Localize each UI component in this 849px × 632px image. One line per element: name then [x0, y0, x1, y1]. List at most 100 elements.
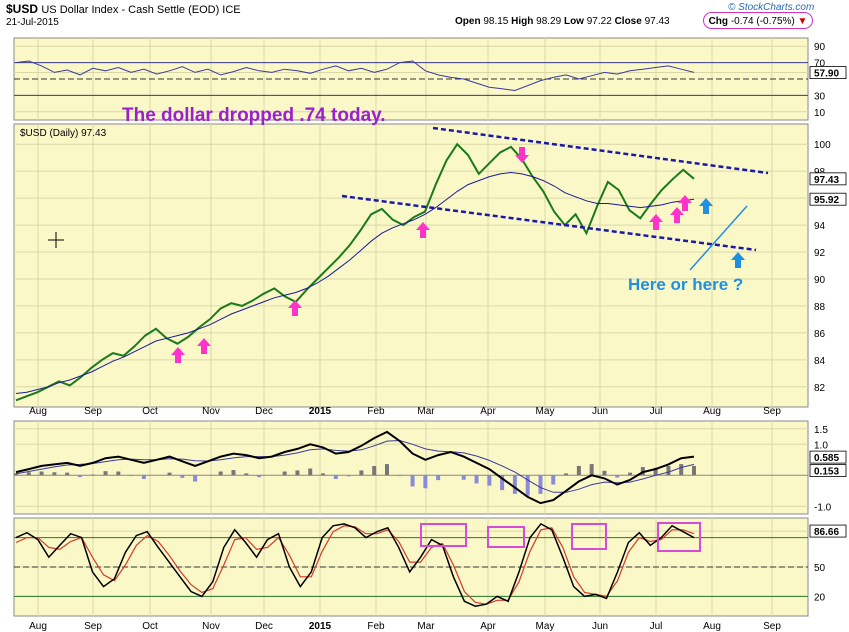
y-tick-3-2: 20 [814, 592, 826, 603]
x-tick-0-5: 2015 [309, 406, 332, 417]
price-box-label-1: 95.92 [814, 195, 839, 206]
macd-bar-9 [129, 475, 134, 476]
macd-bar-13 [180, 475, 185, 478]
x-tick-1-0: Aug [29, 621, 47, 632]
y-tick-2-3: 0.153 [814, 467, 839, 478]
x-tick-1-7: Mar [417, 621, 435, 632]
x-tick-0-3: Nov [202, 406, 220, 417]
y-tick-1-4: 92 [814, 248, 826, 259]
macd-bar-40 [525, 475, 530, 496]
x-tick-0-10: Jun [592, 406, 608, 417]
macd-bar-26 [346, 475, 351, 477]
stoch-highlight-box-3 [571, 523, 607, 550]
price-box-1 [809, 192, 847, 206]
macd-bar-28 [372, 465, 377, 476]
macd-bar-5 [77, 475, 82, 478]
macd-bar-41 [538, 475, 543, 494]
rsi-line [15, 60, 695, 92]
chart-symbol: $USD US Dollar Index - Cash Settle (EOD)… [6, 2, 241, 16]
macd-bar-2 [39, 471, 44, 476]
stoch-highlight-box-4 [657, 522, 701, 552]
down-arrow-icon: ▼ [797, 16, 808, 27]
x-tick-1-11: Jul [650, 621, 663, 632]
macd-bar-43 [564, 473, 569, 476]
chg-label: Chg [708, 16, 729, 27]
chg-value: -0.74 (-0.75%) [730, 16, 795, 27]
macd-bar-0 [14, 473, 18, 476]
y-tick-2-1: 1.0 [814, 440, 828, 451]
macd-line [15, 430, 695, 505]
low-label: Low [563, 16, 584, 27]
price-series-label: $USD (Daily) 97.43 [20, 128, 107, 139]
y-tick-1-3: 94 [814, 221, 826, 232]
macd-bar-45 [589, 464, 594, 476]
macd-bar-27 [359, 470, 364, 476]
stoch-highlight-box-1 [420, 523, 467, 547]
x-tick-1-2: Oct [142, 621, 158, 632]
y-tick-1-7: 86 [814, 329, 826, 340]
y-tick-2-4: -1.0 [814, 502, 832, 513]
y-tick-0-2: 57.90 [814, 69, 839, 80]
x-tick-1-3: Nov [202, 621, 220, 632]
x-tick-1-9: May [536, 621, 555, 632]
macd-bar-29 [384, 464, 389, 476]
x-tick-0-13: Sep [763, 406, 781, 417]
price-line [15, 142, 695, 402]
y-tick-1-5: 90 [814, 275, 826, 286]
macd-bar-39 [512, 475, 517, 494]
y-tick-2-2: 0.585 [814, 453, 839, 464]
macd-bar-48 [628, 472, 633, 476]
stoch-k-line [15, 522, 695, 607]
macd-bar-37 [487, 475, 492, 486]
close-label: Close [614, 16, 642, 27]
macd-bar-31 [410, 475, 415, 487]
macd-bar-7 [103, 471, 108, 476]
x-tick-0-2: Oct [142, 406, 158, 417]
x-tick-1-1: Sep [84, 621, 102, 632]
stoch-highlight-box-2 [487, 526, 525, 548]
macd-bar-42 [551, 475, 556, 485]
y-tick-0-4: 10 [814, 108, 826, 119]
macd-bar-36 [474, 475, 479, 484]
y-tick-2-0: 1.5 [814, 425, 828, 436]
gridlines [14, 38, 808, 616]
pink-up-arrow-3 [416, 222, 430, 238]
pink-up-arrow-6 [678, 195, 692, 211]
macd-bar-17 [231, 470, 236, 476]
blue-up-arrow-1 [699, 198, 713, 214]
macd-bar-19 [257, 475, 262, 478]
macd-bar-24 [321, 473, 326, 476]
x-tick-0-0: Aug [29, 406, 47, 417]
pink-up-arrow-2 [288, 300, 302, 316]
x-tick-1-6: Feb [367, 621, 385, 632]
macd-bar-32 [423, 475, 428, 489]
x-tick-0-11: Jul [650, 406, 663, 417]
pink-up-arrow-4 [649, 214, 663, 230]
macd-histogram [14, 464, 696, 496]
macd-bar-52 [679, 464, 684, 476]
macd-bar-22 [295, 470, 300, 476]
x-tick-1-13: Sep [763, 621, 781, 632]
stoch-d-line [15, 525, 695, 605]
y-tick-0-1: 70 [814, 59, 826, 70]
x-tick-0-1: Sep [84, 406, 102, 417]
question-annotation: Here or here ? [628, 275, 743, 294]
macd-bar-51 [666, 465, 671, 476]
tick-box-3-0 [809, 524, 847, 538]
macd-bar-18 [244, 473, 249, 476]
x-tick-0-7: Mar [417, 406, 435, 417]
macd-bar-21 [282, 471, 287, 476]
macd-bar-47 [615, 475, 620, 478]
low-value: 97.22 [586, 16, 612, 27]
y-tick-1-9: 82 [814, 383, 826, 394]
blue-up-arrow-2 [731, 252, 745, 268]
x-tick-0-8: Apr [480, 406, 496, 417]
y-tick-0-3: 30 [814, 91, 826, 102]
y-tick-3-1: 50 [814, 563, 826, 574]
macd-bar-33 [436, 475, 441, 481]
high-value: 98.29 [536, 16, 562, 27]
change-badge: Chg -0.74 (-0.75%) ▼ [703, 12, 813, 29]
price-panel [13, 123, 809, 408]
stockcharts-logo: © StockCharts.com [728, 2, 815, 13]
y-tick-1-0: 100 [814, 140, 831, 151]
